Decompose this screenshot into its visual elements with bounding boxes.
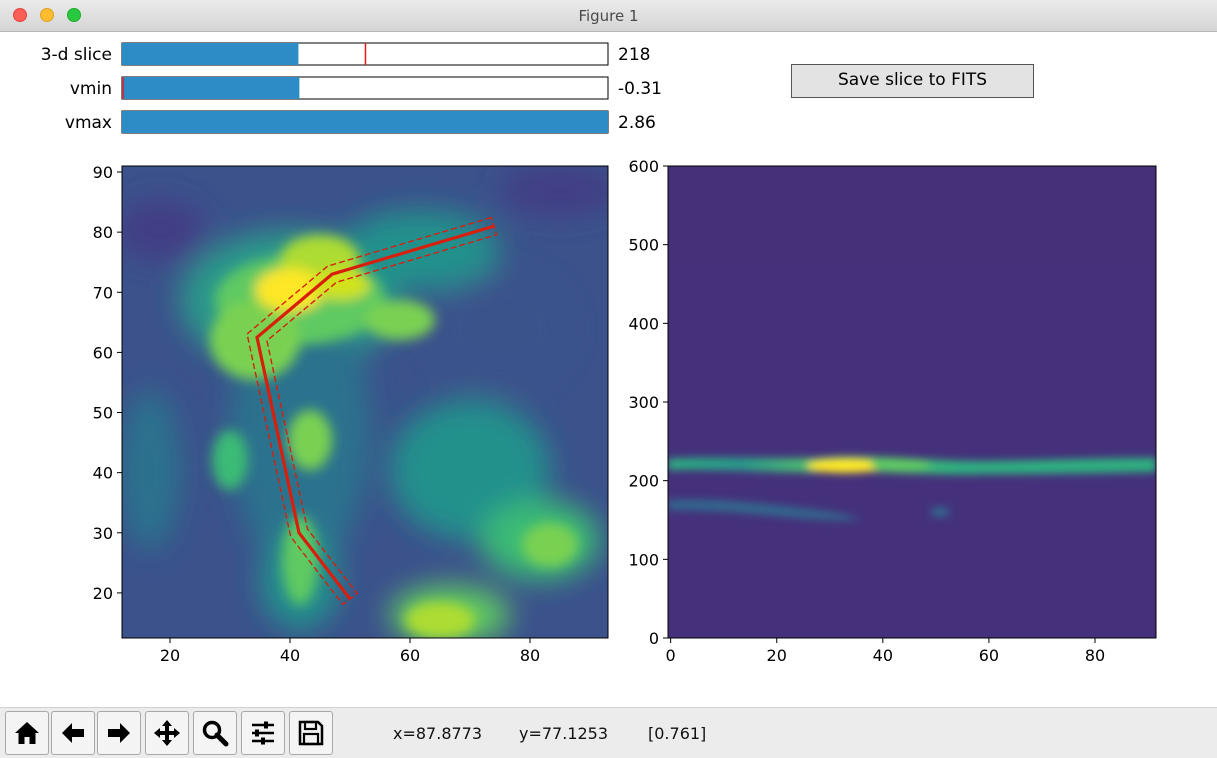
y-coordinate-readout: y=77.1253 <box>519 724 609 743</box>
y-tick-label: 60 <box>93 343 113 362</box>
slider-vmax[interactable]: vmax 2.86 <box>65 110 656 134</box>
window-titlebar: Figure 1 <box>0 0 1217 32</box>
navigation-toolbar: x=87.8773 y=77.1253 [0.761] <box>0 707 1217 758</box>
x-tick-label: 40 <box>280 646 300 665</box>
slice-axes: 0 20 40 60 80 0 100 200 300 400 500 600 <box>628 157 1105 665</box>
y-tick-label: 300 <box>628 393 659 412</box>
forward-icon <box>108 723 130 743</box>
slider-fill <box>122 111 608 133</box>
map-axes-frame <box>121 165 609 639</box>
y-tick-label: 200 <box>628 472 659 491</box>
pixel-value-readout: [0.761] <box>648 724 707 743</box>
path-width-band <box>246 216 498 606</box>
x-tick-label: 60 <box>400 646 420 665</box>
slider-3d-slice[interactable]: 3-d slice 218 <box>41 42 651 66</box>
y-tick-label: 0 <box>649 629 659 648</box>
x-coordinate-readout: x=87.8773 <box>393 724 483 743</box>
figure-canvas: 3-d slice 218 vmin -0.31 vmax 2.86 <box>41 42 1157 665</box>
y-tick-label: 30 <box>93 524 113 543</box>
x-tick-label: 80 <box>520 646 540 665</box>
back-icon <box>62 723 84 743</box>
y-tick-label: 400 <box>628 314 659 333</box>
zoom-window-button[interactable] <box>67 8 81 22</box>
slice-image-panel[interactable]: 0 20 40 60 80 0 100 200 300 400 500 600 <box>628 157 1157 665</box>
forward-button[interactable] <box>97 711 141 755</box>
configure-icon <box>252 721 274 745</box>
slider-value: 2.86 <box>618 113 656 133</box>
y-tick-label: 20 <box>93 584 113 603</box>
slice-path-overlay[interactable] <box>246 216 498 606</box>
zoom-button[interactable] <box>193 711 237 755</box>
y-tick-label: 80 <box>93 223 113 242</box>
slider-label: vmin <box>70 79 112 99</box>
slider-value: -0.31 <box>618 79 662 99</box>
slider-vmin[interactable]: vmin -0.31 <box>70 76 662 100</box>
slider-fill <box>122 77 300 99</box>
slider-fill <box>122 43 299 65</box>
close-window-button[interactable] <box>13 8 27 22</box>
slider-label: 3-d slice <box>41 45 112 65</box>
path-centerline[interactable] <box>255 224 495 600</box>
map-image <box>122 166 608 638</box>
back-button[interactable] <box>51 711 95 755</box>
y-tick-label: 70 <box>93 283 113 302</box>
map-axes: 20 40 60 80 20 30 40 50 60 70 80 90 <box>93 163 541 665</box>
home-button[interactable] <box>5 711 49 755</box>
x-tick-label: 20 <box>160 646 180 665</box>
save-icon <box>298 720 324 746</box>
x-tick-label: 80 <box>1085 646 1105 665</box>
y-tick-label: 600 <box>628 157 659 176</box>
y-tick-label: 50 <box>93 404 113 423</box>
save-figure-button[interactable] <box>289 711 333 755</box>
pan-button[interactable] <box>145 711 189 755</box>
x-tick-label: 40 <box>873 646 893 665</box>
x-tick-label: 60 <box>979 646 999 665</box>
save-slice-button[interactable]: Save slice to FITS <box>791 64 1034 98</box>
minimize-window-button[interactable] <box>40 8 54 22</box>
y-tick-label: 100 <box>628 550 659 569</box>
y-tick-label: 500 <box>628 236 659 255</box>
slider-label: vmax <box>65 113 112 133</box>
x-tick-label: 0 <box>666 646 676 665</box>
map-image-panel[interactable]: 20 40 60 80 20 30 40 50 60 70 80 90 <box>93 163 620 665</box>
window-title: Figure 1 <box>578 7 639 25</box>
y-tick-label: 40 <box>93 464 113 483</box>
zoom-icon <box>202 720 229 747</box>
slice-image <box>668 166 1156 638</box>
slider-value: 218 <box>618 45 650 65</box>
y-tick-label: 90 <box>93 163 113 182</box>
pan-icon <box>154 720 180 746</box>
configure-subplots-button[interactable] <box>241 711 285 755</box>
home-icon <box>15 722 39 744</box>
x-tick-label: 20 <box>767 646 787 665</box>
